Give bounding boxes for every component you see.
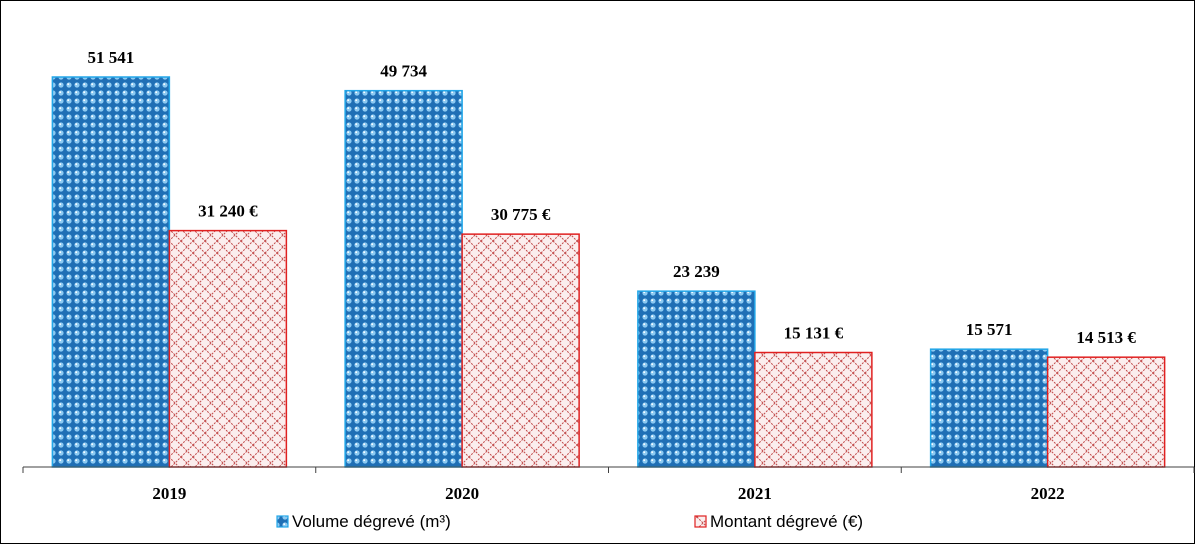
legend-label-montant: Montant dégrevé (€) <box>710 512 863 531</box>
x-tick-label-2021: 2021 <box>738 484 772 503</box>
legend-label-volume: Volume dégrevé (m³) <box>292 512 451 531</box>
legend-item-volume: Volume dégrevé (m³) <box>276 512 451 531</box>
x-tick-label-2020: 2020 <box>445 484 479 503</box>
x-tick-label-2019: 2019 <box>152 484 186 503</box>
data-label-volume-2021: 23 239 <box>673 262 720 281</box>
bar-montant-2021 <box>754 351 873 468</box>
legend: Volume dégrevé (m³) Montant dégrevé (€) <box>276 512 863 531</box>
data-label-volume-2020: 49 734 <box>380 62 427 81</box>
data-label-montant-2019: 31 240 € <box>198 202 258 221</box>
data-label-volume-2019: 51 541 <box>88 48 135 67</box>
legend-item-montant: Montant dégrevé (€) <box>694 512 863 531</box>
bar-volume-2022 <box>929 348 1049 468</box>
x-tick-label-2022: 2022 <box>1031 484 1065 503</box>
bar-volume-2021 <box>637 290 756 468</box>
bar-volume-2019 <box>51 76 171 468</box>
bar-montant-2020 <box>461 233 580 468</box>
legend-swatch-montant <box>694 515 707 528</box>
data-label-montant-2022: 14 513 € <box>1076 328 1136 347</box>
legend-swatch-volume <box>276 515 289 528</box>
data-label-volume-2022: 15 571 <box>966 320 1013 339</box>
data-label-montant-2020: 30 775 € <box>491 205 551 224</box>
data-label-montant-2021: 15 131 € <box>784 324 844 343</box>
bar-montant-2022 <box>1046 356 1166 468</box>
bar-montant-2019 <box>168 229 288 468</box>
bar-volume-2020 <box>344 89 463 468</box>
